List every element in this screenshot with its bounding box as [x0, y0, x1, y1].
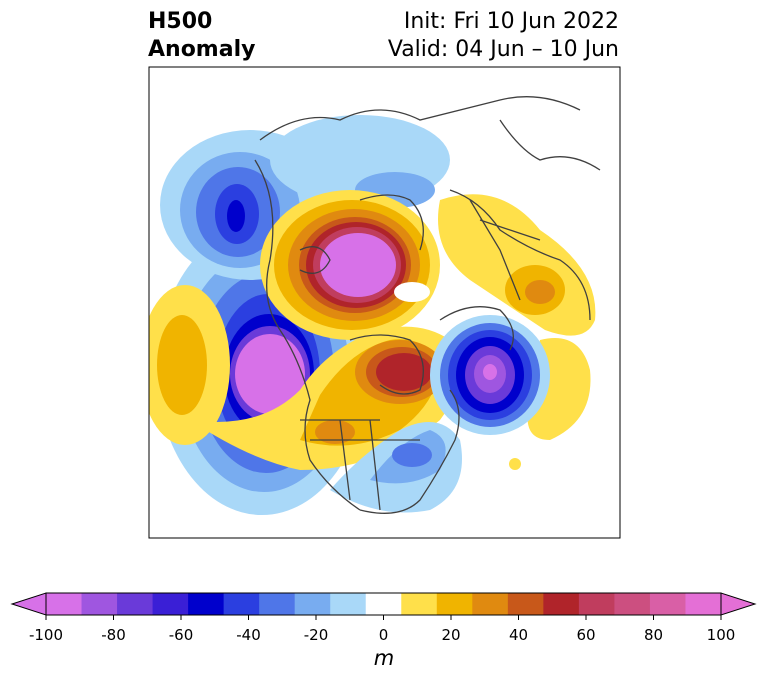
colorbar-segment: [436, 593, 473, 615]
title-type: Anomaly: [148, 37, 256, 62]
chart-title-left: H500 Anomaly: [148, 8, 255, 64]
map-contours: [149, 67, 620, 538]
colorbar-over-extension: [720, 592, 757, 616]
colorbar-segment: [46, 593, 83, 615]
colorbar-segment: [578, 593, 615, 615]
title-variable: H500: [148, 9, 213, 34]
colorbar-segment: [330, 593, 367, 615]
colorbar-segment: [294, 593, 331, 615]
colorbar-segment: [507, 593, 544, 615]
colorbar-tick-label: -80: [101, 626, 126, 644]
ridge-europe: [438, 194, 596, 336]
colorbar-unit-label: m: [373, 646, 395, 670]
colorbar-segment: [81, 593, 118, 615]
colorbar-tick-label: 60: [576, 626, 596, 644]
trough-north-atlantic: [430, 315, 550, 435]
colorbar-tick-label: -60: [168, 626, 194, 644]
colorbar-tick-label: -100: [28, 626, 64, 644]
colorbar-segment: [472, 593, 509, 615]
colorbar-segment: [365, 593, 402, 615]
anomaly-map: [148, 66, 621, 539]
title-valid-range: Valid: 04 Jun – 10 Jun: [387, 37, 619, 62]
colorbar: [10, 592, 757, 620]
ridge-pacific-west: [149, 285, 230, 445]
colorbar-segments: [10, 592, 757, 620]
ridge-north-america: [190, 326, 458, 470]
colorbar-tick-label: 80: [643, 626, 664, 644]
colorbar-under-extension: [10, 592, 47, 616]
colorbar-segment: [152, 593, 189, 615]
colorbar-tick-label: 20: [441, 626, 461, 644]
colorbar-tick-label: -40: [236, 626, 261, 644]
title-init-date: Init: Fri 10 Jun 2022: [403, 9, 619, 34]
colorbar-segment: [117, 593, 154, 615]
chart-title-right: Init: Fri 10 Jun 2022 Valid: 04 Jun – 10…: [388, 8, 619, 64]
colorbar-tick-label: 100: [706, 626, 736, 644]
map-frame: [148, 66, 621, 539]
colorbar-segment: [223, 593, 260, 615]
colorbar-segment: [401, 593, 438, 615]
colorbar-segment: [259, 593, 296, 615]
colorbar-tick-label: -20: [303, 626, 329, 644]
ridge-barents-kara: [260, 190, 440, 340]
coastlines: [254, 96, 601, 514]
colorbar-segment: [543, 593, 580, 615]
colorbar-segment: [614, 593, 651, 615]
colorbar-tick-label: 0: [378, 626, 389, 644]
colorbar-tick-label: 40: [508, 626, 529, 644]
trough-eastern-us: [330, 422, 462, 513]
colorbar-segment: [649, 593, 686, 615]
colorbar-segment: [685, 593, 722, 615]
colorbar-segment: [188, 593, 225, 615]
